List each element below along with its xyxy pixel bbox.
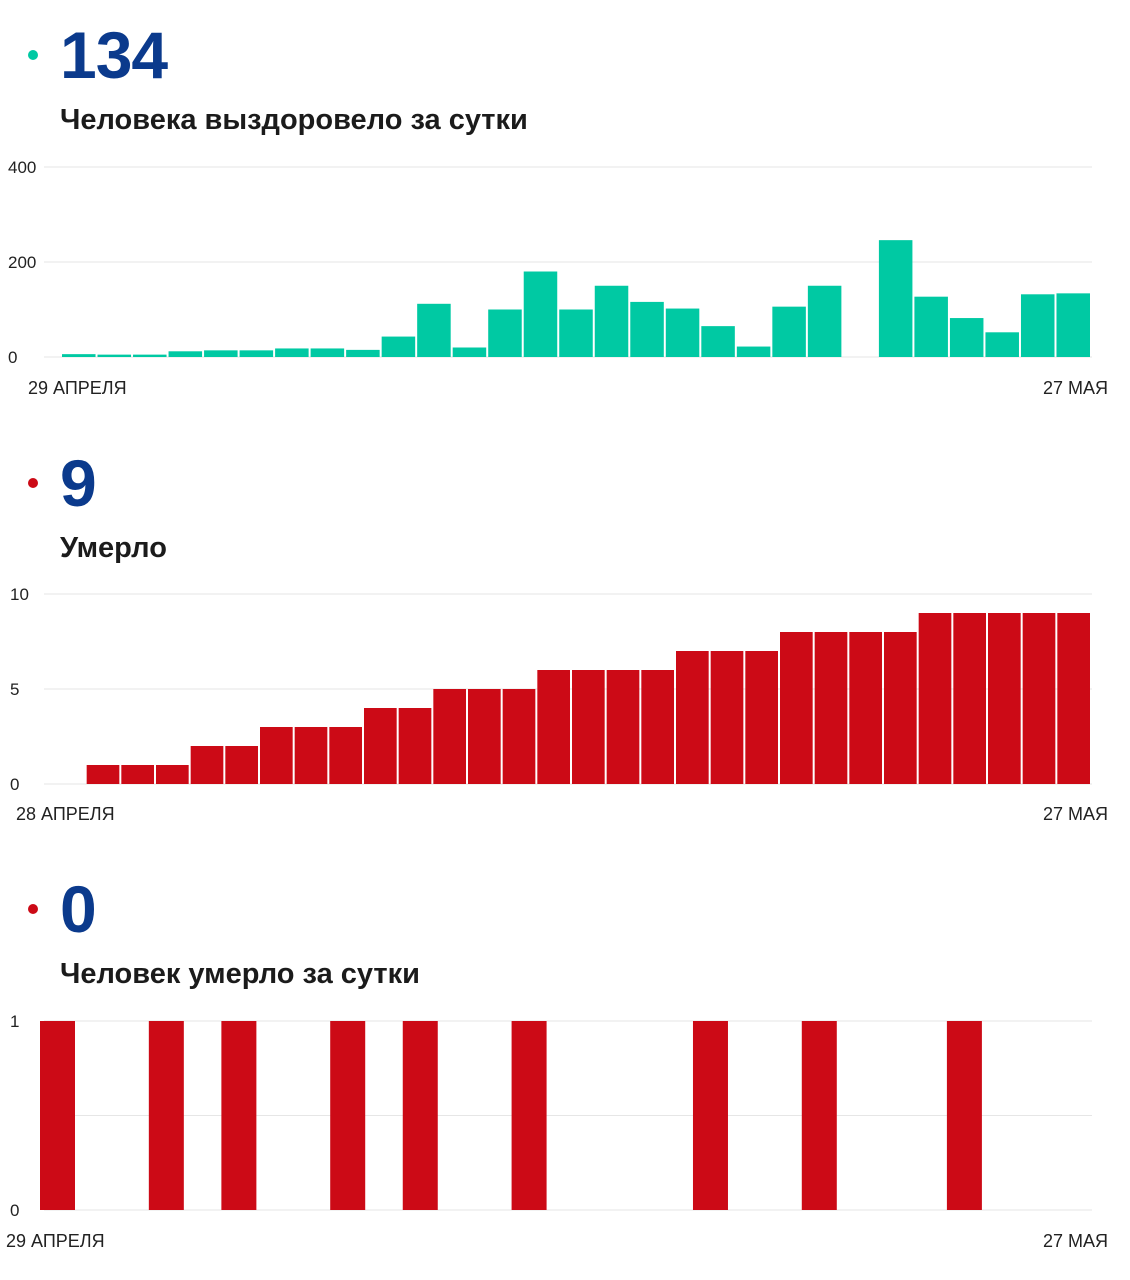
deaths-total-header: 9: [28, 446, 97, 520]
recovered-bar: [275, 348, 309, 357]
deaths-total-bar: [190, 746, 224, 784]
recovered-bar: [665, 308, 700, 357]
deaths-total-bar: [121, 765, 154, 784]
deaths-total-dot-icon: [28, 478, 38, 488]
deaths-total-bar: [398, 708, 432, 784]
recovered-bar: [914, 296, 948, 357]
deaths-daily-bar: [511, 1021, 547, 1210]
recovered-bar: [985, 332, 1019, 357]
deaths-total-bar: [329, 727, 362, 784]
deaths-daily-subtitle: Человек умерло за сутки: [60, 958, 420, 990]
deaths-total-bar: [780, 632, 813, 784]
recovered-x-end-label: 27 МАЯ: [1042, 378, 1108, 398]
recovered-bar: [559, 309, 593, 357]
recovered-bar: [381, 336, 416, 357]
deaths-total-bar: [294, 727, 328, 784]
deaths-daily-bar: [330, 1021, 366, 1210]
recovered-y-tick-label: 0: [8, 348, 17, 367]
deaths-daily-bar: [402, 1021, 438, 1210]
recovered-bar: [239, 350, 274, 357]
deaths-total-bar: [606, 670, 640, 784]
deaths-total-bar: [988, 613, 1021, 784]
deaths-total-bar: [364, 708, 397, 784]
recovered-bar: [452, 347, 487, 357]
deaths-total-y-tick-label: 0: [10, 775, 19, 794]
deaths-total-subtitle: Умерло: [60, 532, 167, 564]
recovered-y-tick-label: 200: [8, 253, 36, 272]
deaths-total-bar: [953, 613, 986, 784]
deaths-total-bar: [572, 670, 605, 784]
deaths-total-y-tick-label: 5: [10, 680, 19, 699]
deaths-daily-bar: [801, 1021, 837, 1210]
deaths-daily-bar: [40, 1021, 75, 1210]
recovered-bar: [488, 309, 522, 357]
recovered-bar: [630, 301, 664, 357]
deaths-daily-y-tick-label: 0: [10, 1201, 19, 1220]
deaths-daily-big-number: 0: [60, 872, 97, 946]
deaths-total-chart: 0 5 10: [10, 585, 1092, 794]
recovered-bar: [168, 351, 203, 357]
recovered-bar: [97, 354, 132, 358]
recovered-bar: [523, 271, 558, 357]
deaths-daily-bar: [946, 1021, 982, 1210]
deaths-daily-chart: 01: [10, 1012, 1092, 1220]
deaths-daily-x-end-label: 27 МАЯ: [1042, 1231, 1108, 1251]
deaths-total-x-start-label: 28 АПРЕЛЯ: [16, 804, 115, 824]
recovered-bar: [133, 354, 167, 358]
deaths-total-bar: [849, 632, 882, 784]
deaths-total-bar: [641, 670, 674, 784]
deaths-daily-x-start-label: 29 АПРЕЛЯ: [6, 1231, 105, 1251]
deaths-total-big-number: 9: [60, 446, 97, 520]
recovered-bar: [701, 326, 735, 358]
deaths-total-bar: [884, 632, 917, 784]
deaths-total-y-tick-label: 10: [10, 585, 29, 604]
deaths-total-bar: [225, 746, 258, 784]
recovered-big-number: 134: [60, 18, 168, 92]
deaths-total-bar: [156, 765, 189, 784]
recovered-y-tick-label: 400: [8, 158, 36, 177]
recovered-subtitle: Человека выздоровело за сутки: [60, 104, 528, 136]
recovered-bar: [949, 318, 984, 357]
recovered-bar: [772, 306, 806, 357]
deaths-total-bar: [502, 689, 536, 784]
recovered-x-start-label: 29 АПРЕЛЯ: [28, 378, 127, 398]
deaths-total-bar: [745, 651, 778, 784]
recovered-bar: [346, 349, 380, 358]
deaths-total-bar: [676, 651, 709, 784]
deaths-total-bar: [710, 651, 744, 784]
recovered-bar: [878, 240, 913, 357]
recovered-bar: [62, 354, 96, 357]
deaths-total-bar: [260, 727, 293, 784]
deaths-total-bar: [86, 765, 120, 784]
recovered-bar: [807, 285, 842, 357]
deaths-total-x-end-label: 27 МАЯ: [1042, 804, 1108, 824]
recovered-bar: [594, 285, 629, 357]
deaths-total-bar: [1022, 613, 1056, 784]
deaths-daily-y-tick-label: 1: [10, 1012, 19, 1031]
deaths-daily-header: 0: [28, 872, 97, 946]
recovered-dot-icon: [28, 50, 38, 60]
deaths-total-bar: [1057, 613, 1090, 784]
deaths-total-bar: [918, 613, 952, 784]
deaths-total-bar: [468, 689, 501, 784]
deaths-total-bar: [814, 632, 848, 784]
deaths-daily-dot-icon: [28, 904, 38, 914]
recovered-bar: [204, 350, 238, 357]
recovered-bar: [1056, 293, 1090, 357]
deaths-total-bar: [537, 670, 570, 784]
recovered-bar: [736, 346, 771, 357]
recovered-bar: [310, 348, 345, 357]
deaths-daily-bar: [148, 1021, 184, 1210]
recovered-bar: [417, 303, 451, 357]
deaths-total-bar: [433, 689, 466, 784]
deaths-daily-bar: [221, 1021, 257, 1210]
recovered-bar: [1020, 294, 1055, 357]
recovered-chart: 0 200 400: [8, 158, 1092, 367]
recovered-header: 134: [28, 18, 168, 92]
deaths-daily-bar: [692, 1021, 728, 1210]
